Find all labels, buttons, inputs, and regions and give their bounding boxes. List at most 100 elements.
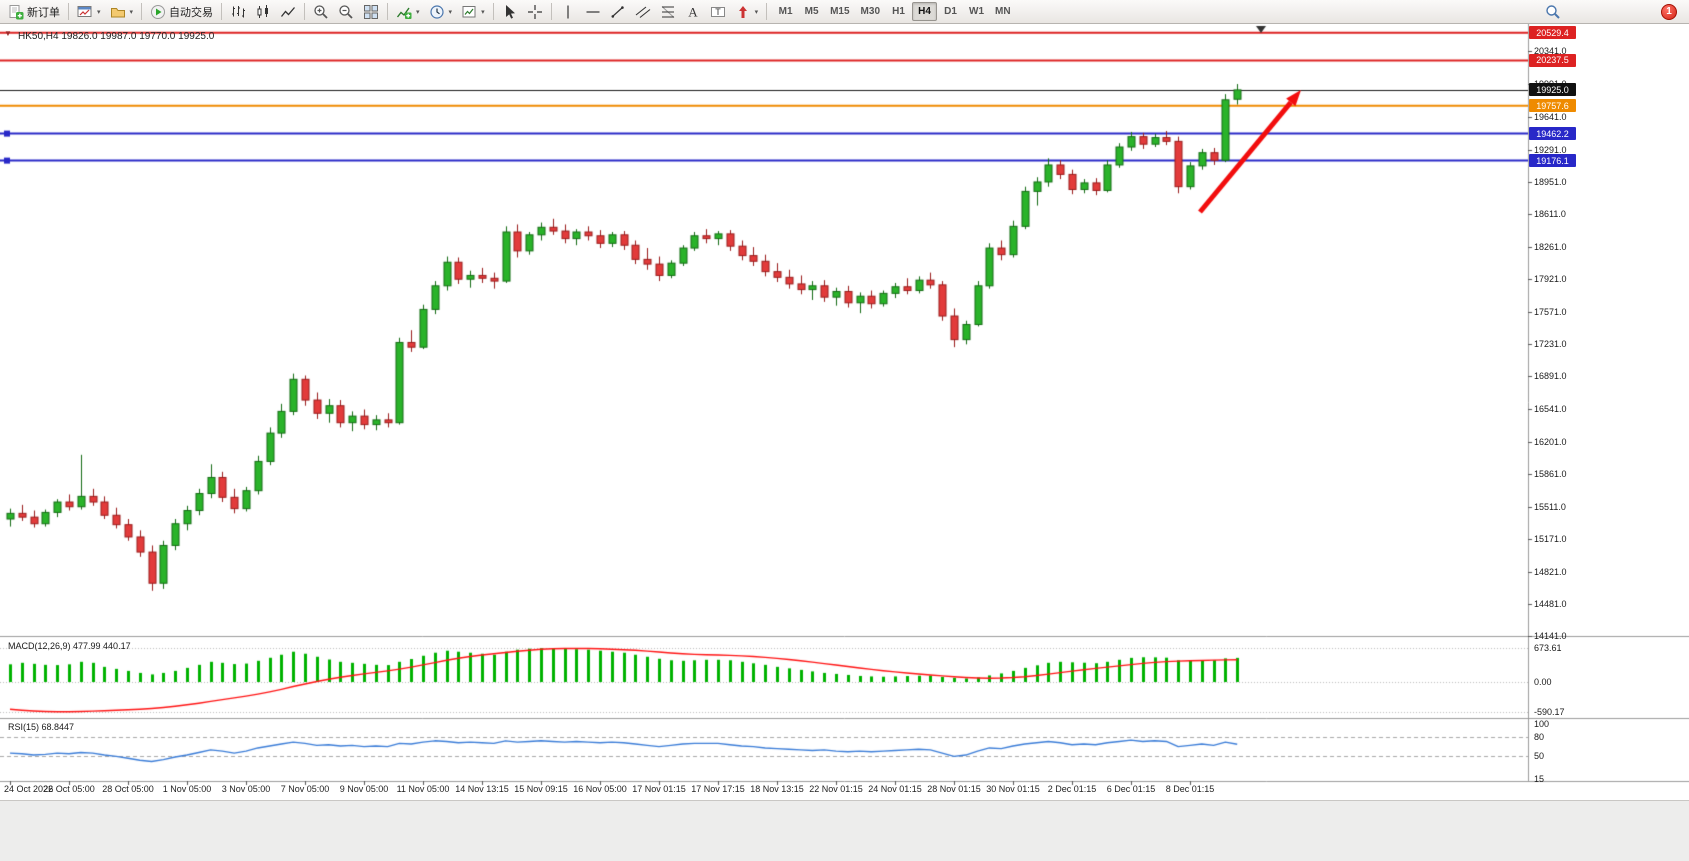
rsi-axis-label: 100 (1534, 719, 1550, 729)
time-axis-label: 28 Oct 05:00 (102, 784, 154, 794)
price-axis-label: 14141.0 (1534, 631, 1567, 641)
time-axis-label: 8 Dec 01:15 (1165, 784, 1215, 794)
templates-button[interactable]: ▾ (457, 1, 489, 22)
toolbar-separator (766, 3, 768, 20)
toolbar-separator (304, 3, 306, 20)
timeframe-m5[interactable]: M5 (804, 6, 819, 17)
line-chart-mode-button[interactable] (276, 1, 300, 22)
indicators-icon (396, 7, 412, 19)
price-axis-label: 20341.0 (1534, 45, 1567, 56)
new-chart-button[interactable]: ▾ (73, 1, 105, 22)
price-axis-label: 14821.0 (1534, 566, 1567, 577)
candlestick-mode-button[interactable] (251, 1, 275, 22)
vertical-line-icon (566, 5, 569, 18)
new-chart-icon (77, 5, 92, 17)
vertical-line-tool-button[interactable] (556, 1, 580, 22)
new-order-button[interactable]: 新订单 (4, 1, 64, 22)
crosshair-icon (527, 4, 542, 19)
time-axis-label: 30 Nov 01:15 (986, 784, 1040, 794)
channel-tool-button[interactable] (631, 1, 655, 22)
fibonacci-tool-button[interactable] (656, 1, 680, 22)
svg-text:T: T (715, 7, 721, 17)
timeframe-w1[interactable]: W1 (969, 6, 984, 17)
time-axis-label: 7 Nov 05:00 (280, 784, 330, 794)
autotrading-button[interactable]: 自动交易 (146, 1, 217, 22)
zoom-out-button[interactable] (334, 1, 358, 22)
main-toolbar: 新订单 ▾ ▾ 自动交易 ▾ ▾ ▾ (0, 0, 1689, 24)
timeframe-mn[interactable]: MN (995, 6, 1011, 17)
time-axis-label: 16 Nov 05:00 (573, 784, 627, 794)
chevron-down-icon: ▾ (416, 8, 420, 16)
chevron-down-icon: ▾ (448, 8, 453, 16)
arrows-tool-button[interactable]: ▾ (731, 1, 763, 22)
time-axis-label: 3 Nov 05:00 (221, 784, 271, 794)
zoom-in-button[interactable] (309, 1, 333, 22)
toolbar-separator (68, 3, 69, 20)
time-axis-label: 24 Oct 2022 (4, 784, 54, 794)
macd-axis-label: 0.00 (1534, 677, 1552, 687)
window-bottom-area (0, 800, 1689, 861)
template-chart-icon (462, 5, 476, 17)
chevron-down-icon: ▾ (754, 8, 759, 16)
periods-button[interactable]: ▾ (425, 1, 457, 22)
timeframe-m15[interactable]: M15 (830, 6, 850, 17)
toolbar-separator (492, 3, 494, 20)
candlestick-icon (257, 4, 269, 18)
macd-indicator-label: MACD(12,26,9) 477.99 440.17 (8, 641, 131, 651)
search-icon (1546, 4, 1560, 19)
timeframe-d1[interactable]: D1 (944, 6, 957, 17)
equidistant-channel-icon (635, 6, 650, 18)
cursor-tool-button[interactable] (498, 1, 522, 22)
price-axis-label: 17921.0 (1534, 274, 1567, 285)
time-axis-label: 6 Dec 01:15 (1106, 784, 1156, 794)
time-axis-label: 9 Nov 05:00 (339, 784, 389, 794)
price-axis-label: 17571.0 (1534, 307, 1567, 318)
timeframe-h1[interactable]: H1 (892, 6, 905, 17)
tile-windows-button[interactable] (359, 1, 383, 22)
current-price-badge: 19925.0 (1529, 83, 1576, 97)
one-click-trading-toggle[interactable]: ▼ (4, 29, 12, 38)
price-axis-label: 16541.0 (1534, 404, 1567, 415)
price-axis-label: 18951.0 (1534, 176, 1567, 187)
text-label-tool-button[interactable]: T (706, 1, 730, 22)
tile-windows-icon (364, 4, 379, 19)
price-axis-label: 18261.0 (1534, 242, 1567, 252)
time-axis-label: 15 Nov 09:15 (514, 784, 568, 794)
text-tool-button[interactable]: A (681, 1, 705, 22)
clock-icon (429, 4, 444, 19)
line-chart-icon (281, 6, 296, 17)
indicators-button[interactable]: ▾ (392, 1, 424, 22)
search-button[interactable] (1541, 1, 1565, 22)
price-axis-label: 16891.0 (1534, 371, 1567, 382)
time-axis-label: 28 Nov 01:15 (927, 784, 981, 794)
toolbar-separator (221, 3, 223, 20)
timeframe-m1[interactable]: M1 (778, 6, 793, 17)
macd-axis-label: -590.17 (1534, 706, 1565, 717)
zoom-out-icon (339, 4, 353, 19)
notification-badge[interactable]: 1 (1661, 3, 1677, 20)
autotrading-icon (151, 4, 166, 19)
fibonacci-icon (661, 5, 674, 18)
toolbar-separator (387, 3, 389, 20)
timeframe-m30[interactable]: M30 (860, 6, 880, 17)
toolbar-spacer (1565, 11, 1661, 12)
price-axis-label: 16201.0 (1534, 436, 1567, 447)
cursor-icon (505, 4, 515, 19)
trendline-icon (611, 5, 624, 18)
horizontal-line-icon (586, 10, 600, 13)
new-order-label: 新订单 (27, 6, 60, 19)
time-axis-label: 1 Nov 05:00 (162, 784, 212, 794)
svg-text:A: A (688, 4, 698, 19)
new-order-icon (9, 4, 24, 19)
bar-chart-mode-button[interactable] (226, 1, 250, 22)
rsi-axis-label: 15 (1534, 773, 1545, 784)
crosshair-tool-button[interactable] (523, 1, 547, 22)
horizontal-line-tool-button[interactable] (581, 1, 605, 22)
chart-region: ▼ HK50,H4 19826.0 19987.0 19770.0 19925.… (0, 24, 1689, 800)
price-line-badge: 20529.4 (1529, 26, 1576, 40)
timeframe-h4[interactable]: H4 (912, 2, 937, 21)
profiles-button[interactable]: ▾ (106, 1, 138, 22)
trendline-tool-button[interactable] (606, 1, 630, 22)
chevron-down-icon: ▾ (129, 8, 134, 16)
candlestick-chart-canvas[interactable] (0, 24, 1689, 800)
